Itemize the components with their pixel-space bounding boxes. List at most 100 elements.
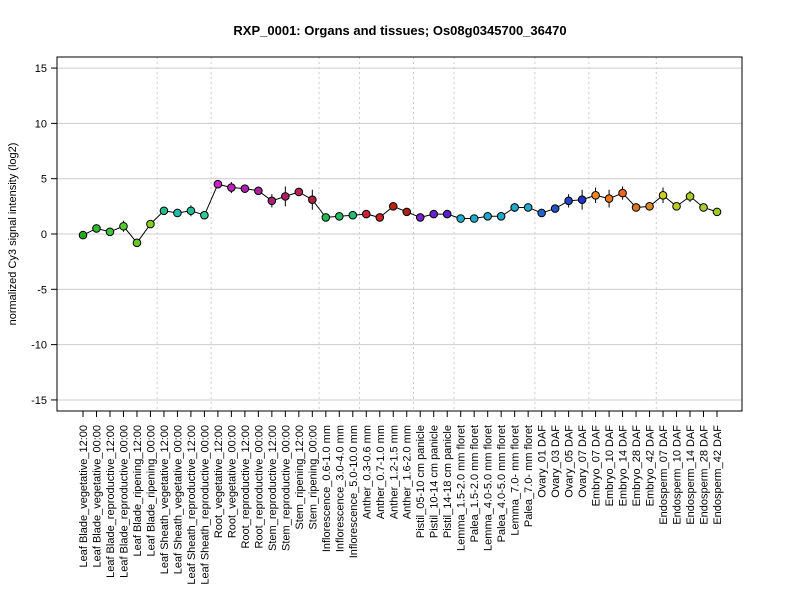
x-tick-label: Endosperm_28 DAF	[699, 425, 711, 525]
data-point	[483, 212, 492, 221]
x-tick-label: Root_vegetative_00:00	[226, 425, 238, 538]
data-point	[227, 183, 236, 192]
x-tick-label: Endosperm_42 DAF	[712, 425, 724, 525]
data-point	[388, 202, 398, 211]
x-tick-label: Leaf Blade_vegetative_00:00	[91, 425, 103, 568]
data-point	[658, 190, 668, 200]
data-point	[294, 187, 304, 197]
y-tick-label: -10	[31, 340, 47, 352]
x-tick-label: Endosperm_14 DAF	[685, 425, 697, 525]
x-tick-label: Ovary_07 DAF	[577, 425, 589, 498]
data-point	[469, 214, 479, 223]
data-point	[281, 192, 290, 201]
x-tick-label: Root_reproductive_12:00	[240, 425, 252, 549]
data-point	[618, 188, 627, 198]
x-tick-label: Leaf Blade_reproductive_12:00	[105, 425, 117, 578]
x-tick-label: Ovary_01 DAF	[537, 425, 549, 498]
data-point	[591, 190, 600, 200]
data-point	[631, 203, 641, 212]
data-point	[132, 238, 142, 248]
x-tick-label: Pistil_14-18 cm panicle	[442, 425, 454, 538]
data-point	[429, 209, 439, 219]
x-tick-label: Inflorescence_3.0-4.0 mm	[334, 425, 346, 552]
x-tick-label: Ovary_03 DAF	[550, 425, 562, 498]
x-tick-label: Embryo_14 DAF	[618, 425, 630, 507]
x-tick-label: Anther_0.3-0.6 mm	[361, 425, 373, 519]
data-point	[173, 208, 182, 218]
data-point	[92, 224, 101, 233]
data-point	[645, 202, 654, 211]
data-point	[496, 212, 506, 221]
x-tick-label: Ovary_05 DAF	[564, 425, 576, 498]
data-point	[510, 203, 519, 212]
x-tick-label: Palea_7.0- mm floret	[523, 425, 535, 527]
y-tick-label: 0	[41, 229, 47, 241]
data-point	[213, 179, 223, 189]
x-tick-label: Anther_0.7-1.0 mm	[375, 425, 387, 519]
x-tick-label: Pistil_10-14 cm panicle	[429, 425, 441, 538]
y-tick-label: 10	[35, 118, 47, 130]
data-point	[240, 184, 250, 193]
x-tick-label: Lemma_7.0- mm floret	[510, 425, 522, 536]
data-point	[577, 195, 587, 205]
data-point	[375, 213, 385, 222]
x-tick-label: Anther_1.6-2.0 mm	[402, 425, 414, 519]
data-point	[604, 194, 614, 203]
x-tick-label: Root_vegetative_12:00	[213, 425, 225, 538]
x-tick-label: Leaf Blade_reproductive_00:00	[118, 425, 130, 578]
data-point	[537, 208, 546, 218]
chart-title: RXP_0001: Organs and tissues; Os08g03457…	[233, 23, 566, 38]
data-point	[334, 212, 344, 221]
data-point	[415, 213, 425, 222]
x-tick-label: Stem_ripening_00:00	[307, 425, 319, 530]
x-tick-label: Leaf Blade_ripening_00:00	[145, 425, 157, 557]
data-point	[254, 186, 263, 196]
data-point	[119, 221, 128, 231]
data-point	[442, 209, 452, 219]
x-tick-label: Palea_1.5-2.0 mm floret	[469, 425, 481, 542]
y-tick-label: 5	[41, 174, 47, 186]
x-tick-label: Root_reproductive_00:00	[253, 425, 265, 549]
axis-layer: -15 -10 -5 0 5 10 15 Leaf Blade_vegetative_12:0…	[31, 63, 724, 585]
data-point	[200, 210, 209, 220]
x-tick-label: Leaf Blade_ripening_12:00	[132, 425, 144, 557]
x-tick-label: Lemma_1.5-2.0 mm floret	[456, 425, 468, 551]
data-point	[699, 203, 708, 212]
data-point	[267, 196, 277, 206]
x-tick-label: Palea_4.0-5.0 mm floret	[496, 425, 508, 542]
grid-layer	[57, 57, 742, 411]
y-tick-label: 15	[35, 63, 47, 75]
data-point	[159, 206, 169, 216]
x-tick-label: Lemma_4.0-5.0 mm floret	[483, 425, 495, 551]
y-tick-label: -15	[31, 395, 47, 407]
data-point	[523, 203, 533, 212]
data-point	[361, 209, 371, 219]
x-tick-label: Stem_reproductive_00:00	[280, 425, 292, 551]
data-point	[402, 207, 412, 217]
x-tick-label: Leaf Sheath_reproductive_12:00	[186, 425, 198, 585]
x-tick-label: Anther_1.2-1.5 mm	[388, 425, 400, 519]
data-point	[348, 210, 358, 220]
data-point	[308, 195, 317, 205]
x-tick-label: Endosperm_07 DAF	[658, 425, 670, 525]
data-point	[672, 202, 681, 211]
x-tick-label: Embryo_07 DAF	[591, 425, 603, 507]
x-tick-label: Stem_reproductive_12:00	[267, 425, 279, 551]
data-point	[685, 192, 695, 201]
x-tick-label: Leaf Sheath_vegetative_12:00	[159, 425, 171, 574]
data-point	[78, 230, 88, 240]
x-tick-label: Embryo_42 DAF	[645, 425, 657, 507]
data-point	[186, 206, 196, 216]
x-tick-label: Leaf Sheath_vegetative_00:00	[172, 425, 184, 574]
plot-frame	[56, 56, 743, 412]
y-axis-label: normalized Cy3 signal intensity (log2)	[7, 143, 19, 326]
x-tick-label: Endosperm_10 DAF	[672, 425, 684, 525]
data-point	[146, 219, 155, 229]
x-tick-label: Inflorescence_0.6-1.0 mm	[321, 425, 333, 552]
x-tick-label: Stem_ripening_12:00	[294, 425, 306, 530]
x-tick-label: Embryo_10 DAF	[604, 425, 616, 507]
data-point	[105, 227, 115, 237]
data-point	[564, 196, 573, 206]
